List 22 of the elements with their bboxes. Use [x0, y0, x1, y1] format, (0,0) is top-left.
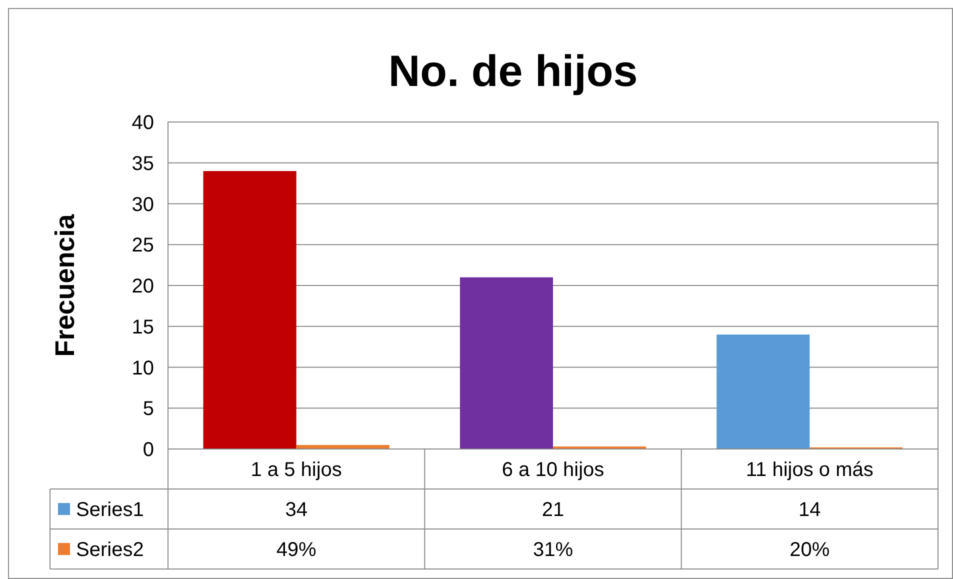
x-tick-label: 1 a 5 hijos	[250, 459, 342, 481]
y-tick-label: 30	[132, 194, 154, 216]
y-tick-label: 0	[142, 439, 154, 461]
data-label: 20%	[790, 539, 830, 561]
legend-label: Series2	[76, 539, 144, 561]
y-tick-label: 35	[132, 152, 154, 175]
chart-title: No. de hijos	[388, 47, 638, 96]
data-label: 34	[285, 499, 308, 521]
y-tick-label: 10	[132, 357, 154, 380]
y-tick-label: 5	[142, 398, 154, 420]
data-label: 49%	[276, 539, 317, 561]
x-tick-label: 11 hijos o más	[746, 459, 874, 481]
data-label: 14	[798, 499, 821, 521]
y-axis-title: Frecuencia	[50, 213, 80, 357]
legend-label: Series1	[76, 499, 144, 521]
y-tick-label: 40	[132, 112, 154, 134]
y-tick-label: 20	[132, 276, 154, 298]
data-label: 31%	[532, 539, 574, 561]
data-label: 21	[542, 499, 564, 521]
y-tick-label: 25	[132, 234, 154, 257]
y-tick-label: 15	[132, 316, 154, 338]
x-tick-label: 6 a 10 hijos	[502, 459, 604, 481]
